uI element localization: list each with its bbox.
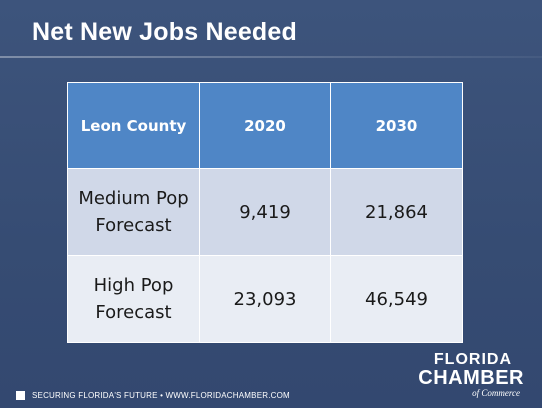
- row-label: Medium Pop Forecast: [67, 168, 200, 256]
- square-bullet-icon: [16, 391, 25, 400]
- jobs-table: Leon County 2020 2030 Medium Pop Forecas…: [67, 82, 463, 343]
- florida-chamber-logo: FLORIDA CHAMBER of Commerce: [406, 352, 524, 402]
- cell-2030: 46,549: [330, 255, 463, 343]
- table-row: Medium Pop Forecast 9,419 21,864: [67, 168, 463, 256]
- logo-line-3: of Commerce: [472, 388, 520, 398]
- logo-line-1: FLORIDA: [433, 351, 512, 368]
- slide-title: Net New Jobs Needed: [32, 18, 297, 46]
- cell-2020: 9,419: [199, 168, 331, 256]
- cell-2020: 23,093: [199, 255, 331, 343]
- cell-2030: 21,864: [330, 168, 463, 256]
- logo-line-2: CHAMBER: [418, 367, 524, 389]
- footer: SECURING FLORIDA'S FUTURE • WWW.FLORIDAC…: [16, 391, 290, 400]
- title-divider: [0, 56, 542, 58]
- table-row: High Pop Forecast 23,093 46,549: [67, 255, 463, 343]
- header-2020: 2020: [199, 82, 331, 169]
- row-label: High Pop Forecast: [67, 255, 200, 343]
- header-county: Leon County: [67, 82, 200, 169]
- footer-text: SECURING FLORIDA'S FUTURE • WWW.FLORIDAC…: [32, 391, 290, 400]
- table-header-row: Leon County 2020 2030: [67, 82, 463, 169]
- header-2030: 2030: [330, 82, 463, 169]
